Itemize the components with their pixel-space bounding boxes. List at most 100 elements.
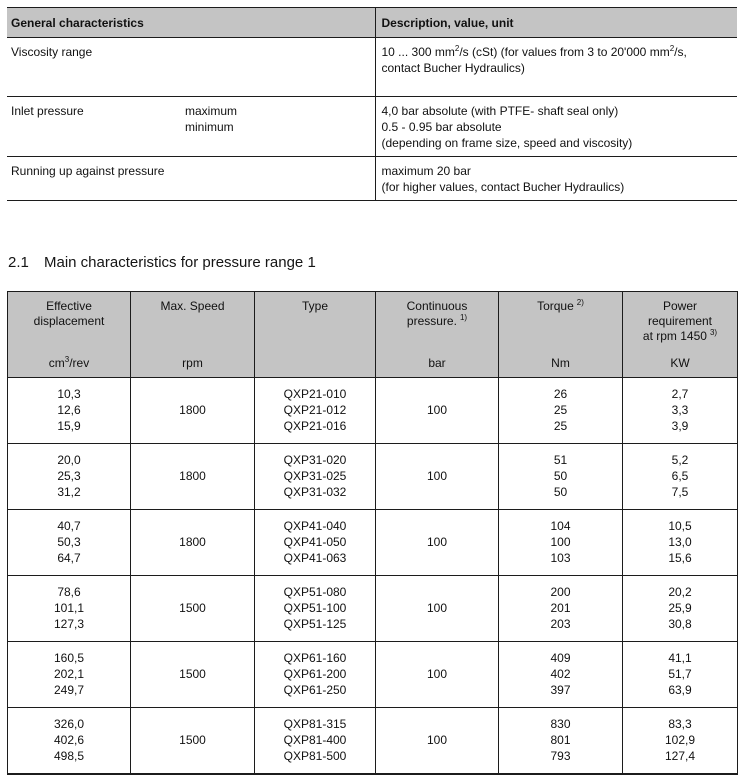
cell-line: 63,9 — [668, 683, 692, 697]
cell-line: 100 — [550, 535, 571, 549]
cell-type: QXP31-020 QXP31-025 QXP31-032 — [254, 443, 376, 510]
col-unit: bar — [428, 356, 446, 370]
cell-line: 20,0 — [57, 453, 81, 467]
section-heading: 2.1 Main characteristics for pressure ran… — [8, 254, 737, 271]
section-title: Main characteristics for pressure range … — [44, 254, 316, 271]
cell-line: 26 — [553, 387, 568, 401]
cell-line: QXP41-040 — [283, 519, 347, 533]
running-up-label: Running up against pressure — [7, 156, 375, 201]
cell-line: 12,6 — [57, 403, 81, 417]
inlet-pressure-value: 4,0 bar absolute (with PTFE- shaft seal … — [374, 96, 737, 157]
header-description-value-unit: Description, value, unit — [374, 7, 737, 38]
cell-line: QXP81-500 — [283, 749, 347, 763]
cell-pressure: 100 — [375, 575, 499, 642]
cell-line: 103 — [550, 551, 571, 565]
cell-line: 25 — [553, 419, 568, 433]
cell-line: QXP21-012 — [283, 403, 347, 417]
cell-line: 50,3 — [57, 535, 81, 549]
cell-pressure: 100 — [375, 641, 499, 708]
cell-line: 127,3 — [53, 617, 85, 631]
cell-line: QXP81-400 — [283, 733, 347, 747]
title-text: Torque — [537, 299, 574, 313]
cell-type: QXP51-080 QXP51-100 QXP51-125 — [254, 575, 376, 642]
cell-line: 25 — [553, 403, 568, 417]
cell-line: 326,0 — [53, 717, 85, 731]
cell-speed: 1500 — [130, 575, 255, 642]
cell-line: 30,8 — [668, 617, 692, 631]
cell-displacement: 160,5 202,1 249,7 — [7, 641, 131, 708]
cell-type: QXP61-160 QXP61-200 QXP61-250 — [254, 641, 376, 708]
cell-torque: 830 801 793 — [498, 707, 623, 775]
cell-line: QXP31-032 — [283, 485, 347, 499]
inlet-pressure-label: Inlet pressure — [11, 104, 84, 118]
cell-line: 83,3 — [668, 717, 692, 731]
viscosity-range-value: 10 ... 300 mm2/s (cSt) (for values from … — [374, 37, 737, 97]
cell-pressure: 100 — [375, 443, 499, 510]
cell-pressure: 100 — [375, 509, 499, 576]
title-line: Power — [662, 299, 697, 313]
title-text: pressure. — [406, 314, 457, 328]
cell-displacement: 40,7 50,3 64,7 — [7, 509, 131, 576]
superscript: 3 — [64, 355, 70, 364]
running-value-line: (for higher values, contact Bucher Hydra… — [381, 180, 625, 194]
cell-line: 101,1 — [53, 601, 85, 615]
cell-torque: 26 25 25 — [498, 377, 623, 444]
table-row-running-up: Running up against pressure maximum 20 b… — [7, 156, 737, 201]
title-line: Effective — [46, 299, 92, 313]
general-characteristics-table: General characteristics Description, val… — [7, 7, 737, 201]
cell-power: 5,2 6,5 7,5 — [622, 443, 738, 510]
col-header-torque: Torque 2) Nm — [498, 291, 623, 378]
viscosity-value-line1: 10 ... 300 mm2/s (cSt) (for values from … — [382, 44, 732, 60]
cell-line: 102,9 — [664, 733, 696, 747]
cell-line: 202,1 — [53, 667, 85, 681]
cell-line: 397 — [550, 683, 571, 697]
table-row-group: 78,6 101,1 127,3 1500 QXP51-080 QXP51-100 QXP5… — [7, 575, 738, 642]
cell-speed: 1800 — [130, 509, 255, 576]
cell-displacement: 10,3 12,6 15,9 — [7, 377, 131, 444]
col-unit: KW — [670, 356, 690, 370]
cell-line: 15,6 — [668, 551, 692, 565]
cell-line: 203 — [550, 617, 571, 631]
title-line: requirement — [647, 314, 713, 328]
cell-line: 40,7 — [57, 519, 81, 533]
title-line: at rpm 1450 3) — [625, 329, 735, 344]
cell-line: 801 — [550, 733, 571, 747]
cell-line: 31,2 — [57, 485, 81, 499]
col-unit: Nm — [551, 356, 570, 370]
inlet-minimum-label: minimum — [185, 120, 234, 134]
cell-torque: 409 402 397 — [498, 641, 623, 708]
cell-power: 83,3 102,9 127,4 — [622, 707, 738, 775]
cell-line: QXP21-010 — [283, 387, 347, 401]
inlet-value-line: 0.5 - 0.95 bar absolute — [381, 120, 502, 134]
cell-power: 10,5 13,0 15,6 — [622, 509, 738, 576]
cell-line: QXP61-200 — [283, 667, 347, 681]
cell-line: 402 — [550, 667, 571, 681]
cell-line: 41,1 — [668, 651, 692, 665]
inlet-pressure-sublabels: maximum minimum — [185, 103, 369, 135]
cell-line: 3,9 — [671, 419, 689, 433]
col-title: Max. Speed — [160, 299, 225, 313]
cell-line: 51,7 — [668, 667, 692, 681]
cell-line: 249,7 — [53, 683, 85, 697]
cell-line: 15,9 — [57, 419, 81, 433]
table-row-group: 40,7 50,3 64,7 1800 QXP41-040 QXP41-050 QXP41-… — [7, 509, 738, 576]
col-header-max-speed: Max. Speed rpm — [130, 291, 255, 378]
table-row-group: 10,3 12,6 15,9 1800 QXP21-010 QXP21-012 QXP21-… — [7, 377, 738, 444]
cell-line: 7,5 — [671, 485, 689, 499]
viscosity-text: /s (cSt) (for values from 3 to 20'000 mm — [459, 45, 670, 59]
superscript: 2 — [669, 44, 675, 53]
cell-line: 160,5 — [53, 651, 85, 665]
cell-line: 127,4 — [664, 749, 696, 763]
cell-line: 201 — [550, 601, 571, 615]
section-number: 2.1 — [8, 254, 29, 271]
cell-line: 3,3 — [671, 403, 689, 417]
cell-line: QXP51-125 — [283, 617, 347, 631]
cell-torque: 51 50 50 — [498, 443, 623, 510]
cell-line: QXP51-080 — [283, 585, 347, 599]
table-header-row: General characteristics Description, val… — [7, 7, 737, 38]
table-row-group: 326,0 402,6 498,5 1500 QXP81-315 QXP81-400 QXP… — [7, 707, 738, 775]
viscosity-text: /s, — [674, 45, 687, 59]
footnote-superscript: 2) — [576, 298, 584, 307]
title-text: at rpm 1450 — [642, 329, 707, 343]
cell-line: 6,5 — [671, 469, 689, 483]
